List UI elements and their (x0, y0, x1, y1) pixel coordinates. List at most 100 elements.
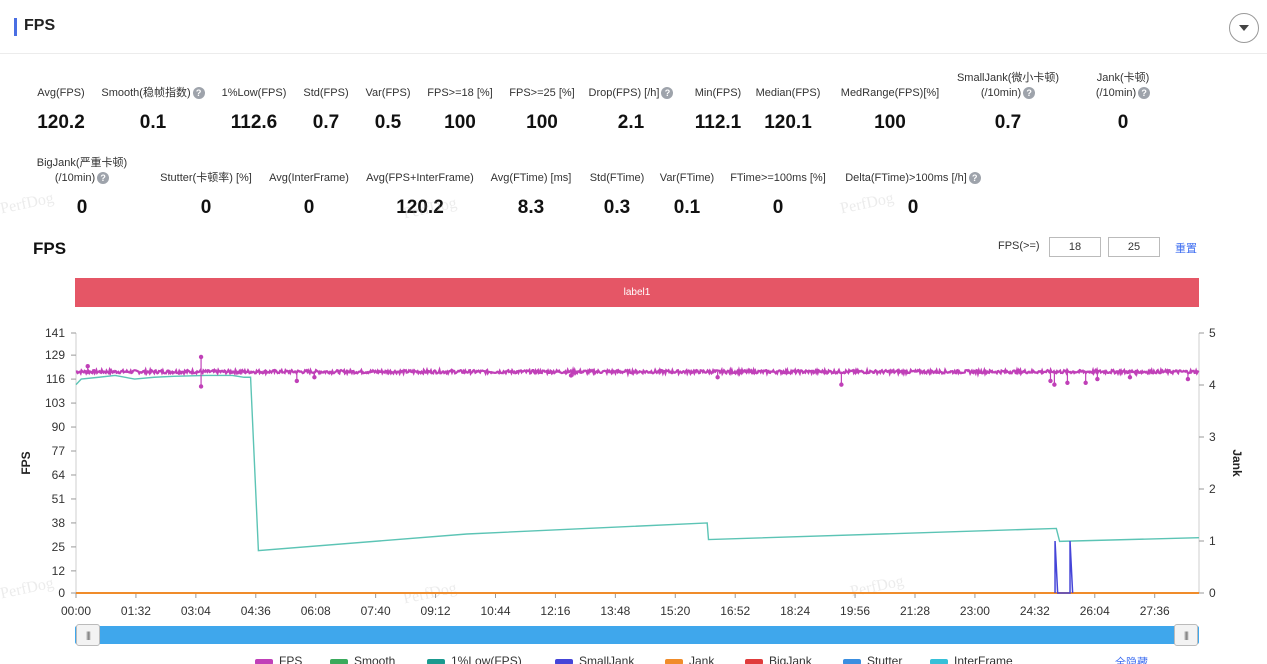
fps-threshold-input-2[interactable] (1108, 237, 1160, 257)
fps-outlier-point (568, 373, 574, 378)
stat-label-text: Smooth(稳帧指数) (101, 87, 191, 99)
fps-outlier-point (1185, 376, 1191, 382)
label-band[interactable]: label1 (75, 278, 1199, 307)
collapse-button[interactable] (1229, 13, 1259, 43)
stat-label: Avg(InterFrame) (266, 171, 352, 186)
legend-label: Stutter (867, 654, 903, 664)
y2-tick-label: 0 (1209, 586, 1216, 600)
stat-label: MedRange(FPS)[%] (838, 86, 942, 101)
stat-label-text: Var(FPS) (365, 87, 411, 99)
fps-outlier-point (715, 375, 720, 380)
help-icon[interactable]: ? (661, 87, 674, 100)
section-title: FPS (24, 17, 56, 34)
legend-label: InterFrame (954, 654, 1013, 664)
stat-value: 0.3 (603, 197, 631, 218)
stat-stats_row1-5: FPS>=18 [%] 100 (424, 71, 496, 133)
stat-stats_row2-2: Avg(InterFrame) 0 (266, 156, 352, 218)
fps-outlier-point (312, 375, 317, 380)
stat-label: Smooth(稳帧指数)? (98, 86, 208, 101)
stat-stats_row2-0: BigJank(严重卡顿) (/10min)? 0 (32, 156, 132, 218)
stat-label: Avg(FTime) [ms] (488, 171, 574, 186)
legend-item-stutter[interactable]: Stutter (843, 654, 902, 664)
stat-label-text: FPS>=18 [%] (427, 87, 493, 99)
x-tick-label: 26:04 (1080, 604, 1110, 618)
help-icon[interactable]: ? (1023, 87, 1036, 100)
y-tick-label: 0 (58, 586, 65, 600)
series-line-fps (75, 365, 1200, 378)
reset-button[interactable]: 重置 (1175, 243, 1197, 255)
help-icon[interactable]: ? (968, 172, 981, 185)
stat-label-text: SmallJank(微小卡顿) (956, 72, 1060, 84)
stat-value: 0 (303, 197, 315, 218)
stat-stats_row2-4: Avg(FTime) [ms] 8.3 (488, 156, 574, 218)
stat-label-text: Std(FPS) (303, 87, 349, 99)
range-start-handle[interactable]: ||| (76, 624, 100, 646)
stat-label: 1%Low(FPS) (220, 86, 288, 101)
y-tick-label: 38 (52, 516, 66, 530)
x-tick-label: 24:32 (1020, 604, 1050, 618)
y-tick-label: 141 (45, 326, 65, 340)
stat-label: Std(FTime) (588, 171, 646, 186)
fps-outlier-point (85, 363, 90, 369)
legend-item-smalljank[interactable]: SmallJank (555, 654, 634, 664)
help-icon[interactable]: ? (192, 87, 205, 100)
legend-item-fps[interactable]: FPS (255, 654, 302, 664)
series-line-smalljank (1054, 540, 1074, 594)
x-tick-label: 07:40 (361, 604, 391, 618)
stat-value: 0 (772, 197, 784, 218)
stat-stats_row1-10: MedRange(FPS)[%] 100 (838, 71, 942, 133)
stat-label-text: Drop(FPS) [/h] (588, 87, 660, 99)
time-range-slider[interactable]: ||| ||| (75, 624, 1199, 646)
help-icon[interactable]: ? (1138, 87, 1151, 100)
stat-stats_row1-12: Jank(卡顿) (/10min)? 0 (1088, 71, 1158, 133)
stat-value: 0 (1117, 112, 1129, 133)
stat-label: Avg(FPS) (32, 86, 90, 101)
stat-label-line2: (/10min)? (952, 86, 1064, 101)
stat-value: 100 (444, 112, 476, 133)
stat-label-text: Var(FTime) (659, 172, 715, 184)
range-end-handle[interactable]: ||| (1174, 624, 1198, 646)
stat-label-unit: (/10min) (54, 172, 96, 184)
legend-item-interframe[interactable]: InterFrame (930, 654, 1013, 664)
stat-stats_row1-2: 1%Low(FPS) 112.6 (220, 71, 288, 133)
hide-all-button[interactable]: 全隐藏 (1115, 657, 1148, 664)
chart-legend: FPS Smooth 1%Low(FPS) SmallJank Jank BigJank S… (0, 654, 1267, 664)
fps-threshold-input-1[interactable] (1049, 237, 1101, 257)
y2-axis-title: Jank (1230, 449, 1244, 477)
stat-value: 100 (526, 112, 558, 133)
stat-label-unit: (/10min) (980, 87, 1022, 99)
x-tick-label: 04:36 (241, 604, 271, 618)
help-icon[interactable]: ? (97, 172, 110, 185)
stat-label: Drop(FPS) [/h]? (588, 86, 674, 101)
stat-label-text: FTime>=100ms [%] (730, 172, 826, 184)
stat-value: 0 (907, 197, 919, 218)
x-tick-label: 06:08 (301, 604, 331, 618)
x-tick-label: 18:24 (780, 604, 810, 618)
legend-item-bigjank[interactable]: BigJank (745, 654, 812, 664)
stat-value: 2.1 (617, 112, 645, 133)
stat-label: Jank(卡顿) (1088, 71, 1158, 86)
x-tick-label: 01:32 (121, 604, 151, 618)
stat-label: Median(FPS) (755, 86, 821, 101)
stat-stats_row2-1: Stutter(卡顿率) [%] 0 (156, 156, 256, 218)
legend-label: SmallJank (579, 654, 635, 664)
x-tick-label: 16:52 (720, 604, 750, 618)
stat-label-line2: (/10min)? (1088, 86, 1158, 101)
stat-label-unit: (/10min) (1095, 87, 1137, 99)
fps-outlier-point (1048, 378, 1053, 384)
y-tick-label: 129 (45, 348, 65, 362)
stat-value: 0.5 (374, 112, 402, 133)
stat-value: 120.2 (37, 112, 85, 133)
y-tick-label: 51 (52, 492, 66, 506)
chevron-down-icon (1239, 25, 1249, 31)
legend-item-smooth[interactable]: Smooth (330, 654, 395, 664)
stat-label-text: MedRange(FPS)[%] (840, 87, 940, 99)
section-accent-bar (14, 18, 17, 36)
y-tick-label: 90 (52, 420, 66, 434)
stat-label: SmallJank(微小卡顿) (952, 71, 1064, 86)
legend-item-1-low-fps-[interactable]: 1%Low(FPS) (427, 654, 522, 664)
fps-outlier-point (1083, 380, 1088, 385)
legend-item-jank[interactable]: Jank (665, 654, 714, 664)
stat-value: 0 (200, 197, 212, 218)
